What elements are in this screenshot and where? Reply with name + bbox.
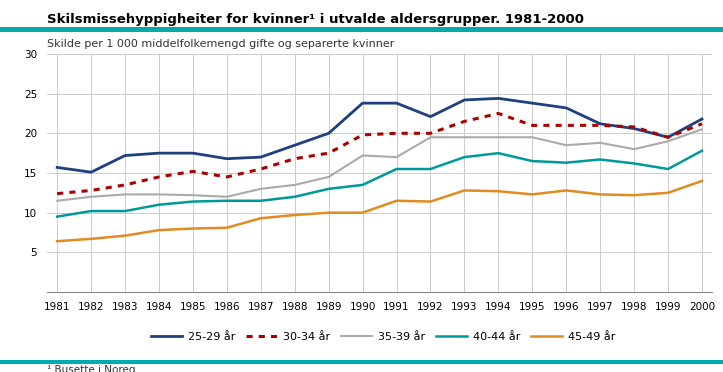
Legend: 25-29 år, 30-34 år, 35-39 år, 40-44 år, 45-49 år: 25-29 år, 30-34 år, 35-39 år, 40-44 år, … <box>147 327 620 346</box>
Text: Skilsmissehyppigheiter for kvinner¹ i utvalde aldersgrupper. 1981-2000: Skilsmissehyppigheiter for kvinner¹ i ut… <box>47 13 584 26</box>
Text: ¹ Busette i Noreg.: ¹ Busette i Noreg. <box>47 365 139 372</box>
Text: Skilde per 1 000 middelfolkemengd gifte og separerte kvinner: Skilde per 1 000 middelfolkemengd gifte … <box>47 39 394 49</box>
